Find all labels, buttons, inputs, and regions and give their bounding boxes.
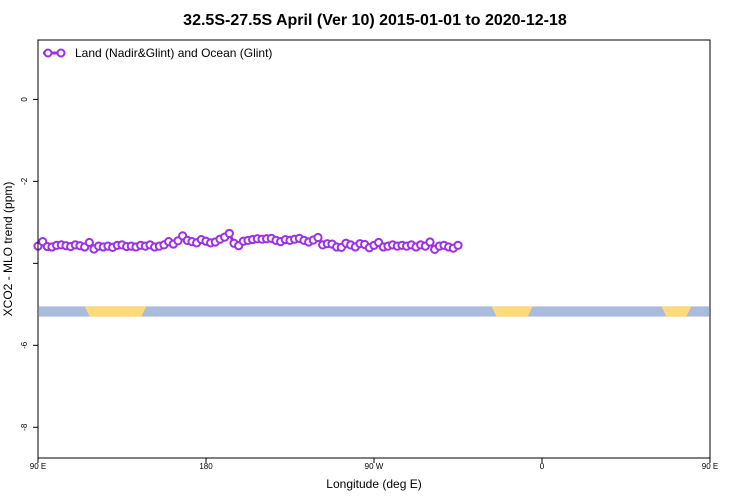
y-axis: 0 -2 -6 -8: [20, 97, 38, 431]
y-axis-label: XCO2 - MLO trend (ppm): [1, 182, 15, 317]
land-segment: [491, 306, 533, 317]
series-layer: [33, 228, 463, 255]
y-tick-label: -8: [20, 423, 29, 431]
y-tick-label: 0: [20, 97, 29, 102]
data-point: [84, 237, 94, 248]
data-point: [425, 237, 435, 247]
x-tick-label: 90 E: [30, 462, 46, 471]
legend-label: Land (Nadir&Glint) and Ocean (Glint): [75, 46, 272, 60]
x-tick-label: 180: [199, 462, 213, 471]
x-tick-label: 90 W: [365, 462, 384, 471]
data-point: [453, 240, 463, 250]
legend-marker: [43, 48, 53, 58]
x-axis: 90 E 180 90 W 0 90 E: [30, 458, 718, 471]
chart-title: 32.5S-27.5S April (Ver 10) 2015-01-01 to…: [183, 12, 567, 29]
legend: Land (Nadir&Glint) and Ocean (Glint): [43, 46, 272, 60]
data-point: [313, 232, 323, 243]
legend-marker: [56, 48, 66, 58]
x-tick-label: 90 E: [702, 462, 718, 471]
y-tick-label: -6: [20, 341, 29, 349]
land-segment: [661, 306, 692, 317]
surface-type-band: [39, 306, 709, 317]
x-axis-label: Longitude (deg E): [326, 477, 421, 491]
ocean-band: [39, 306, 709, 317]
land-segment: [84, 306, 147, 317]
y-tick-label: -2: [20, 177, 29, 185]
x-tick-label: 0: [540, 462, 545, 471]
data-point: [224, 228, 234, 239]
